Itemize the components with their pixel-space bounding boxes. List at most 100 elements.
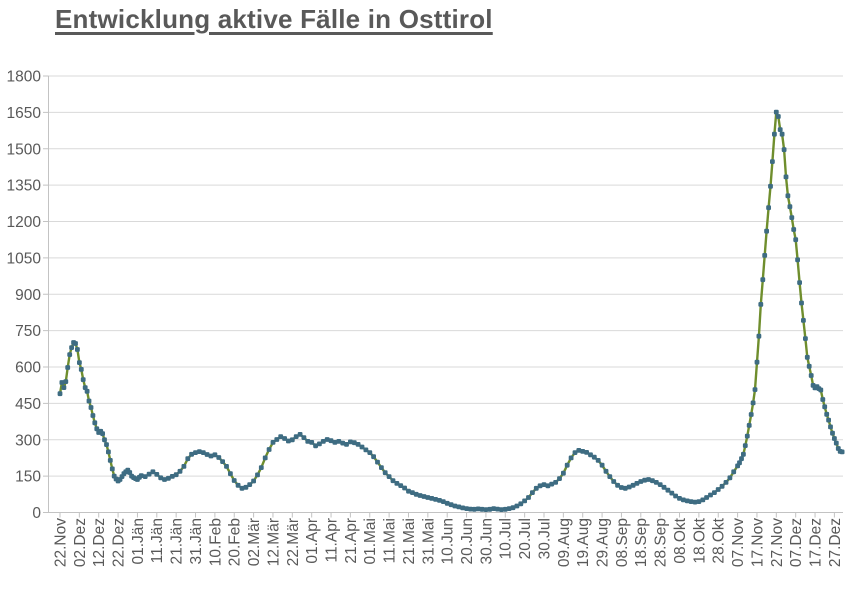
data-point: [386, 474, 392, 479]
x-axis-label: 19.Aug: [575, 518, 592, 567]
data-point: [603, 468, 609, 474]
data-point: [806, 363, 812, 369]
data-point: [495, 506, 500, 512]
y-axis-label: 1650: [7, 105, 42, 122]
data-point: [208, 453, 214, 459]
y-axis-label: 150: [15, 469, 41, 486]
x-axis-label: 02.Mär: [246, 518, 263, 566]
data-point: [406, 488, 411, 494]
data-point: [557, 476, 562, 481]
data-point: [204, 452, 210, 457]
x-axis-label: 28.Okt: [711, 517, 728, 563]
x-axis-label: 09.Aug: [556, 518, 573, 567]
data-point: [255, 472, 260, 478]
data-point: [173, 472, 179, 478]
x-axis-label: 17.Nov: [749, 518, 766, 567]
data-point: [756, 333, 762, 339]
data-point: [533, 485, 539, 491]
data-point: [88, 405, 94, 410]
data-point: [626, 484, 632, 490]
data-point: [611, 479, 617, 484]
data-point: [808, 373, 814, 378]
x-axis-label: 01.Jän: [130, 518, 147, 565]
data-point: [166, 475, 171, 481]
data-point: [106, 449, 111, 455]
data-point: [822, 404, 828, 410]
data-point: [475, 506, 481, 512]
data-point: [564, 462, 570, 468]
data-point: [545, 483, 551, 489]
data-point: [220, 459, 225, 464]
data-point: [367, 450, 373, 455]
x-axis-label: 01.Apr: [304, 518, 321, 564]
data-point: [770, 159, 775, 164]
data-point: [510, 505, 516, 511]
data-point: [379, 465, 384, 470]
data-point: [634, 481, 640, 486]
data-point: [63, 379, 69, 384]
x-axis-label: 18.Sep: [633, 518, 650, 567]
data-point: [572, 450, 578, 455]
data-point: [278, 434, 284, 439]
data-point: [491, 506, 497, 511]
data-point: [824, 411, 830, 417]
data-point: [665, 487, 671, 493]
data-point: [742, 443, 748, 448]
data-point: [75, 347, 80, 352]
data-point: [737, 460, 742, 466]
data-point: [580, 449, 586, 454]
data-point: [673, 493, 678, 499]
data-point: [142, 474, 148, 479]
data-point: [102, 437, 107, 443]
data-point: [65, 365, 71, 370]
data-point: [448, 502, 454, 508]
data-point: [793, 237, 799, 243]
data-point: [309, 440, 315, 445]
data-point: [158, 475, 164, 481]
data-point: [839, 449, 845, 455]
data-point: [375, 459, 380, 465]
data-point: [727, 475, 733, 481]
data-point: [471, 506, 477, 512]
data-point: [712, 490, 717, 495]
data-point: [657, 482, 663, 487]
data-point: [200, 450, 206, 455]
y-axis-label: 900: [15, 287, 41, 304]
x-axis-label: 12.Dez: [91, 518, 108, 567]
data-point: [452, 503, 458, 509]
data-point: [289, 437, 295, 443]
data-point: [270, 440, 276, 445]
data-point: [429, 496, 435, 501]
data-point: [468, 506, 473, 512]
data-point: [541, 482, 547, 487]
data-point: [804, 354, 810, 360]
data-point: [777, 127, 783, 132]
data-line: [58, 110, 844, 511]
y-axis-label: 1500: [7, 141, 42, 158]
data-point: [530, 490, 535, 495]
data-point: [752, 387, 758, 392]
y-axis-label: 750: [15, 323, 41, 340]
data-point: [84, 388, 90, 394]
data-point: [324, 437, 330, 442]
data-point: [146, 471, 152, 477]
data-point: [239, 485, 245, 491]
data-point: [502, 506, 508, 512]
data-point: [588, 452, 593, 458]
data-point: [402, 485, 407, 491]
data-point: [266, 447, 272, 452]
x-axis-label: 27.Nov: [769, 518, 786, 567]
data-point: [803, 336, 808, 341]
data-point: [799, 300, 804, 306]
data-point: [833, 440, 839, 446]
x-axis-label: 31.Mai: [420, 518, 437, 565]
data-point: [766, 205, 771, 211]
data-point: [818, 387, 824, 393]
data-point: [630, 482, 636, 488]
data-point: [425, 495, 431, 500]
data-point: [382, 470, 388, 476]
x-axis-label: 21.Mai: [401, 518, 418, 565]
data-point: [758, 302, 764, 307]
x-axis-label: 07.Dez: [788, 518, 805, 567]
